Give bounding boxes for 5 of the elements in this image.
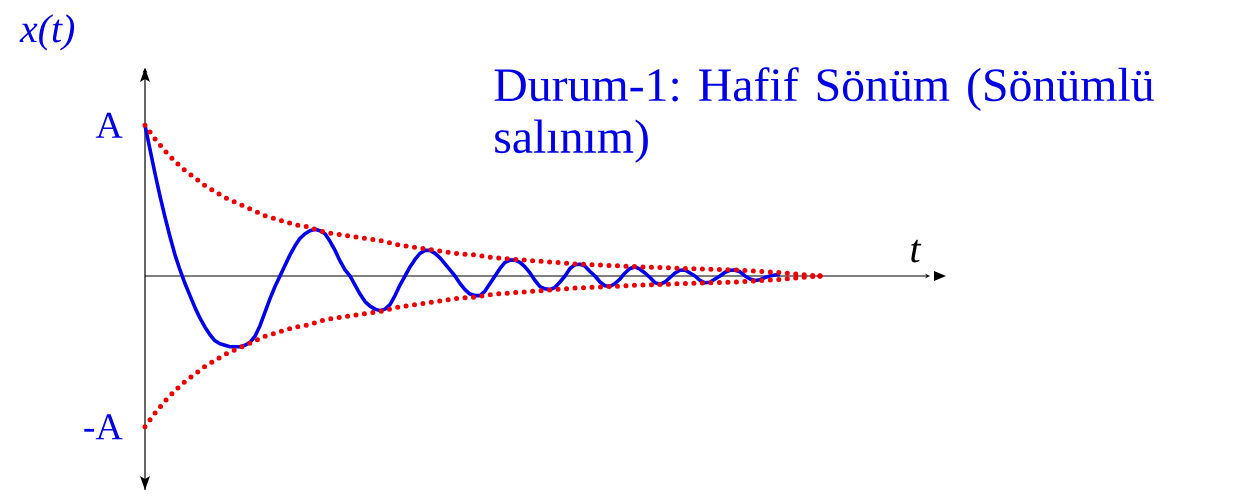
x-axis-title: t xyxy=(911,239,922,263)
text: -A xyxy=(84,414,123,440)
y-axis-title: x(t) xyxy=(19,14,75,51)
chart-title: Durum-1: Hafif Sönüm (Sönümlü salınım) xyxy=(494,67,1154,163)
text: A xyxy=(95,112,123,138)
